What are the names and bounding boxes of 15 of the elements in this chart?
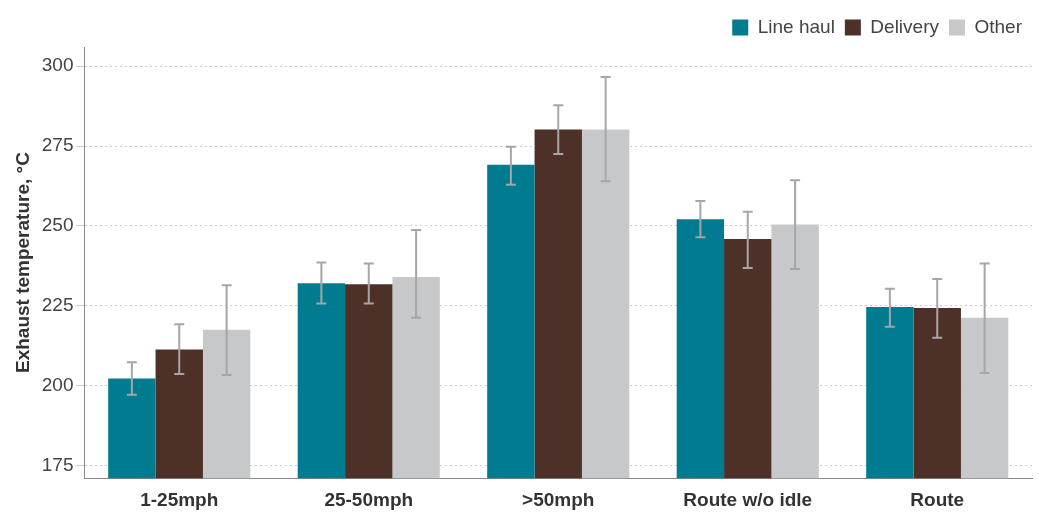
x-tick-label: Route w/o idle <box>683 488 813 510</box>
y-tick-label: 225 <box>41 293 74 315</box>
legend-label: Line haul <box>757 15 835 37</box>
x-tick-label: 25-50mph <box>324 488 414 510</box>
x-tick-label: Route <box>910 488 965 510</box>
x-tick-label: 1-25mph <box>140 488 219 510</box>
y-tick-label: 200 <box>41 373 74 395</box>
y-tick-label: 300 <box>41 54 74 76</box>
y-axis-title: Exhaust temperature, °C <box>11 151 33 374</box>
y-tick-label: 275 <box>41 134 74 156</box>
legend-label: Other <box>974 15 1023 37</box>
y-tick-label: 250 <box>41 214 74 236</box>
legend-label: Delivery <box>870 15 940 37</box>
x-tick-label: >50mph <box>522 488 595 510</box>
y-tick-label: 175 <box>41 453 74 475</box>
